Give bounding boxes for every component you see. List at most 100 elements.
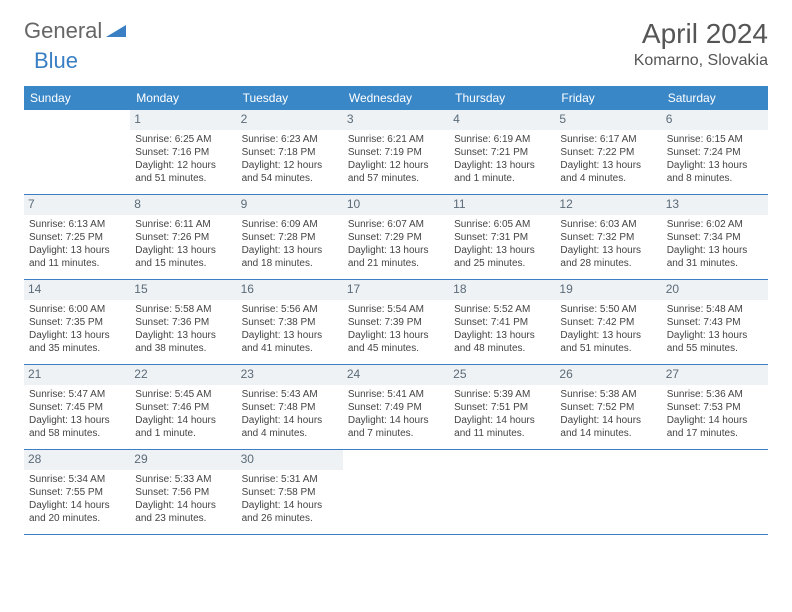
daylight-text: Daylight: 13 hours and 4 minutes. (560, 159, 656, 185)
logo: General (24, 18, 128, 44)
day-number: 2 (237, 110, 343, 130)
daylight-text: Daylight: 13 hours and 35 minutes. (29, 329, 125, 355)
sunset-text: Sunset: 7:49 PM (348, 401, 444, 414)
daylight-text: Daylight: 13 hours and 18 minutes. (242, 244, 338, 270)
day-number: 20 (662, 280, 768, 300)
sunrise-text: Sunrise: 5:45 AM (135, 388, 231, 401)
day-number: 16 (237, 280, 343, 300)
sunset-text: Sunset: 7:39 PM (348, 316, 444, 329)
day-cell: 30 Sunrise: 5:31 AMSunset: 7:58 PMDayligh… (237, 450, 343, 534)
day-number: 17 (343, 280, 449, 300)
sunset-text: Sunset: 7:18 PM (242, 146, 338, 159)
logo-text-1: General (24, 18, 102, 44)
sunrise-text: Sunrise: 5:38 AM (560, 388, 656, 401)
day-number: 13 (662, 195, 768, 215)
sunrise-text: Sunrise: 6:07 AM (348, 218, 444, 231)
day-cell: 22Sunrise: 5:45 AMSunset: 7:46 PMDayligh… (130, 365, 236, 449)
day-cell: 25Sunrise: 5:39 AMSunset: 7:51 PMDayligh… (449, 365, 555, 449)
day-cell: 8Sunrise: 6:11 AMSunset: 7:26 PMDaylight… (130, 195, 236, 279)
day-number: 10 (343, 195, 449, 215)
sunset-text: Sunset: 7:32 PM (560, 231, 656, 244)
day-number: 28 (24, 450, 130, 470)
daylight-text: Daylight: 13 hours and 15 minutes. (135, 244, 231, 270)
day-cell: 4Sunrise: 6:19 AMSunset: 7:21 PMDaylight… (449, 110, 555, 194)
day-cell: 13 Sunrise: 6:02 AMSunset: 7:34 PMDayligh… (662, 195, 768, 279)
day-cell: 29 Sunrise: 5:33 AMSunset: 7:56 PMDayligh… (130, 450, 236, 534)
sunset-text: Sunset: 7:51 PM (454, 401, 550, 414)
sunset-text: Sunset: 7:56 PM (135, 486, 231, 499)
day-cell: 23Sunrise: 5:43 AMSunset: 7:48 PMDayligh… (237, 365, 343, 449)
day-cell: 20Sunrise: 5:48 AMSunset: 7:43 PMDayligh… (662, 280, 768, 364)
day-cell (555, 450, 661, 534)
week-row: 1 Sunrise: 6:25 AMSunset: 7:16 PM Daylight… (24, 110, 768, 195)
sunset-text: Sunset: 7:48 PM (242, 401, 338, 414)
day-number: 25 (449, 365, 555, 385)
sunrise-text: Sunrise: 5:34 AM (29, 473, 125, 486)
logo-triangle-icon (106, 21, 126, 42)
daylight-text: Daylight: 14 hours and 17 minutes. (667, 414, 763, 440)
day-number: 21 (24, 365, 130, 385)
daylight-text: Daylight: 14 hours and 4 minutes. (242, 414, 338, 440)
daylight-text: Daylight: 13 hours and 38 minutes. (135, 329, 231, 355)
weeks-container: 1 Sunrise: 6:25 AMSunset: 7:16 PM Daylight… (24, 110, 768, 535)
day-cell: 2Sunrise: 6:23 AMSunset: 7:18 PMDaylight… (237, 110, 343, 194)
sunrise-text: Sunrise: 6:00 AM (29, 303, 125, 316)
sunset-text: Sunset: 7:45 PM (29, 401, 125, 414)
calendar: Sunday Monday Tuesday Wednesday Thursday… (24, 86, 768, 535)
sunrise-text: Sunrise: 5:33 AM (135, 473, 231, 486)
day-cell: 14Sunrise: 6:00 AMSunset: 7:35 PMDayligh… (24, 280, 130, 364)
dayheader-wed: Wednesday (343, 86, 449, 110)
sunrise-text: Sunrise: 6:25 AM (135, 133, 231, 146)
sunset-text: Sunset: 7:58 PM (242, 486, 338, 499)
day-cell: 27Sunrise: 5:36 AMSunset: 7:53 PMDayligh… (662, 365, 768, 449)
day-number: 4 (449, 110, 555, 130)
sunrise-text: Sunrise: 5:54 AM (348, 303, 444, 316)
day-number: 29 (130, 450, 236, 470)
sunrise-text: Sunrise: 5:31 AM (242, 473, 338, 486)
day-cell: 9Sunrise: 6:09 AMSunset: 7:28 PMDaylight… (237, 195, 343, 279)
day-number: 9 (237, 195, 343, 215)
sunset-text: Sunset: 7:31 PM (454, 231, 550, 244)
daylight-text: Daylight: 14 hours and 26 minutes. (242, 499, 338, 525)
sunset-text: Sunset: 7:34 PM (667, 231, 763, 244)
daylight-text: Daylight: 14 hours and 23 minutes. (135, 499, 231, 525)
daylight-text: Daylight: 13 hours and 31 minutes. (667, 244, 763, 270)
week-row: 21Sunrise: 5:47 AMSunset: 7:45 PMDayligh… (24, 365, 768, 450)
day-cell: 19Sunrise: 5:50 AMSunset: 7:42 PMDayligh… (555, 280, 661, 364)
day-cell: 7Sunrise: 6:13 AMSunset: 7:25 PMDaylight… (24, 195, 130, 279)
logo-text-2: Blue (34, 48, 78, 73)
day-cell: 16Sunrise: 5:56 AMSunset: 7:38 PMDayligh… (237, 280, 343, 364)
sunrise-text: Sunrise: 6:02 AM (667, 218, 763, 231)
sunset-text: Sunset: 7:35 PM (29, 316, 125, 329)
sunrise-text: Sunrise: 5:36 AM (667, 388, 763, 401)
sunset-text: Sunset: 7:36 PM (135, 316, 231, 329)
day-cell: 11Sunrise: 6:05 AMSunset: 7:31 PMDayligh… (449, 195, 555, 279)
month-title: April 2024 (634, 18, 768, 50)
sunset-text: Sunset: 7:53 PM (667, 401, 763, 414)
sunset-text: Sunset: 7:43 PM (667, 316, 763, 329)
sunrise-text: Sunrise: 6:19 AM (454, 133, 550, 146)
day-number: 12 (555, 195, 661, 215)
day-cell: 3Sunrise: 6:21 AMSunset: 7:19 PMDaylight… (343, 110, 449, 194)
sunset-text: Sunset: 7:16 PM (135, 146, 231, 159)
day-cell (24, 110, 130, 194)
daylight-text: Daylight: 14 hours and 7 minutes. (348, 414, 444, 440)
day-cell: 1Sunrise: 6:25 AMSunset: 7:16 PMDaylight… (130, 110, 236, 194)
sunrise-text: Sunrise: 6:13 AM (29, 218, 125, 231)
daylight-text: Daylight: 13 hours and 45 minutes. (348, 329, 444, 355)
sunset-text: Sunset: 7:24 PM (667, 146, 763, 159)
day-number: 3 (343, 110, 449, 130)
day-number: 1 (130, 110, 236, 130)
day-number: 5 (555, 110, 661, 130)
sunrise-text: Sunrise: 6:11 AM (135, 218, 231, 231)
daylight-text: Daylight: 13 hours and 41 minutes. (242, 329, 338, 355)
sunrise-text: Sunrise: 5:52 AM (454, 303, 550, 316)
day-number: 30 (237, 450, 343, 470)
day-cell: 6Sunrise: 6:15 AMSunset: 7:24 PMDaylight… (662, 110, 768, 194)
dayheader-sun: Sunday (24, 86, 130, 110)
sunrise-text: Sunrise: 6:15 AM (667, 133, 763, 146)
daylight-text: Daylight: 14 hours and 14 minutes. (560, 414, 656, 440)
sunrise-text: Sunrise: 5:58 AM (135, 303, 231, 316)
daylight-text: Daylight: 14 hours and 11 minutes. (454, 414, 550, 440)
day-number: 24 (343, 365, 449, 385)
